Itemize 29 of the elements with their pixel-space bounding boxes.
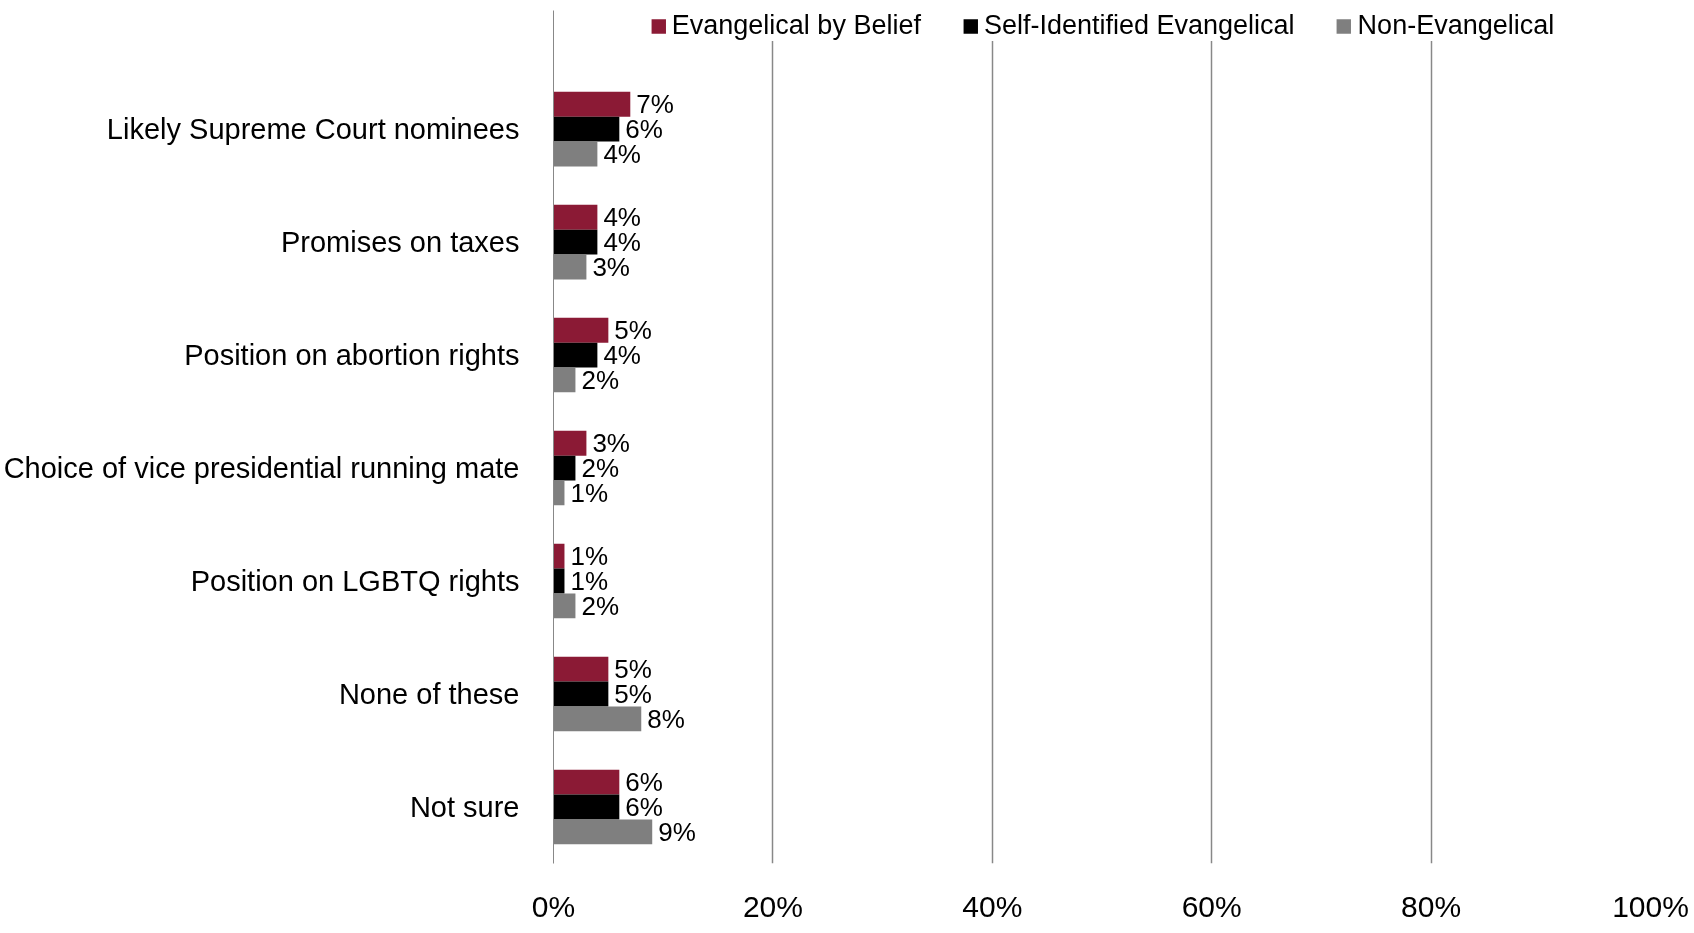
x-tick-label: 20% <box>742 889 803 923</box>
x-tick-label: 0% <box>531 889 576 923</box>
legend-label: Non-Evangelical <box>1357 10 1555 41</box>
bar <box>553 681 609 707</box>
x-tick-label: 60% <box>1181 889 1242 923</box>
y-tick-label: Position on LGBTQ rights <box>190 565 520 598</box>
y-tick-label: Promises on taxes <box>280 226 520 259</box>
bar <box>553 317 609 343</box>
y-tick-label: Not sure <box>409 791 520 824</box>
bar <box>553 91 631 117</box>
x-tick-label: 40% <box>962 889 1023 923</box>
x-tick-label: 100% <box>1612 889 1689 923</box>
y-tick-label: Likely Supreme Court nominees <box>106 113 520 146</box>
y-tick-label: None of these <box>338 678 520 711</box>
bar <box>553 656 609 682</box>
y-tick-label: Choice of vice presidential running mate <box>3 452 520 485</box>
bar <box>553 455 576 481</box>
bar <box>553 229 598 255</box>
bar <box>553 116 620 142</box>
legend-label: Evangelical by Belief <box>671 10 921 41</box>
y-tick-label: Position on abortion rights <box>184 339 520 372</box>
bar <box>553 430 587 456</box>
bar <box>553 204 598 230</box>
bar <box>553 342 598 368</box>
bar <box>553 769 620 795</box>
x-tick-label: 80% <box>1401 889 1462 923</box>
legend-label: Self-Identified Evangelical <box>983 10 1295 41</box>
bar <box>553 794 620 820</box>
bar <box>553 543 565 569</box>
